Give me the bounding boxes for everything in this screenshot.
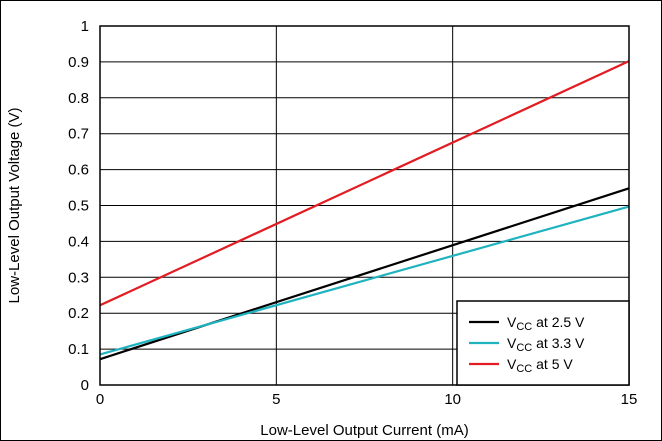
series-lines <box>99 60 630 361</box>
x-tick-label: 0 <box>96 391 104 408</box>
x-tick-labels: 0 5 10 15 <box>96 391 638 408</box>
y-tick-label: 0.5 <box>68 198 89 215</box>
y-tick-label: 0.2 <box>68 305 89 322</box>
y-tick-label: 0.3 <box>68 269 89 286</box>
y-axis-title: Low-Level Output Voltage (V) <box>6 108 23 304</box>
x-axis-title: Low-Level Output Current (mA) <box>260 422 468 439</box>
x-tick-label: 10 <box>444 391 461 408</box>
y-tick-labels: 0 0.1 0.2 0.3 0.4 0.5 0.6 0.7 0.8 0.9 1 <box>68 18 89 394</box>
series-line-3 <box>99 60 630 307</box>
legend-label: VCC at 3.3 V <box>507 335 585 354</box>
y-tick-label: 0.7 <box>68 126 89 143</box>
y-tick-label: 0.1 <box>68 341 89 358</box>
x-tick-label: 15 <box>621 391 638 408</box>
y-tick-label: 0.6 <box>68 162 89 179</box>
y-tick-label: 1 <box>81 18 89 35</box>
y-tick-label: 0.9 <box>68 54 89 71</box>
legend-label: VCC at 5 V <box>507 356 573 375</box>
legend-label: VCC at 2.5 V <box>507 314 585 333</box>
y-tick-label: 0.8 <box>68 90 89 107</box>
y-tick-label: 0 <box>81 377 89 394</box>
x-tick-label: 5 <box>272 391 280 408</box>
plot-area <box>99 25 630 386</box>
y-tick-label: 0.4 <box>68 233 89 250</box>
legend: VCC at 2.5 V VCC at 3.3 V VCC at 5 V <box>456 300 630 386</box>
series-line-2 <box>99 205 630 356</box>
